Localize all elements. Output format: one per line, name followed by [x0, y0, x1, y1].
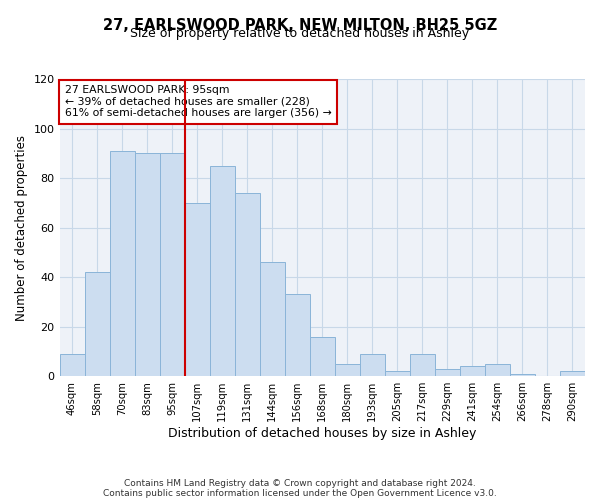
- Bar: [460, 366, 485, 376]
- Bar: [285, 294, 310, 376]
- Bar: [185, 203, 209, 376]
- Bar: [310, 336, 335, 376]
- Bar: [485, 364, 510, 376]
- Bar: [360, 354, 385, 376]
- Bar: [134, 154, 160, 376]
- Bar: [110, 151, 134, 376]
- Bar: [410, 354, 435, 376]
- Bar: [85, 272, 110, 376]
- Bar: [59, 354, 85, 376]
- Bar: [385, 372, 410, 376]
- Bar: [209, 166, 235, 376]
- Text: Contains HM Land Registry data © Crown copyright and database right 2024.: Contains HM Land Registry data © Crown c…: [124, 478, 476, 488]
- Text: 27 EARLSWOOD PARK: 95sqm
← 39% of detached houses are smaller (228)
61% of semi-: 27 EARLSWOOD PARK: 95sqm ← 39% of detach…: [65, 85, 332, 118]
- X-axis label: Distribution of detached houses by size in Ashley: Distribution of detached houses by size …: [168, 427, 476, 440]
- Text: 27, EARLSWOOD PARK, NEW MILTON, BH25 5GZ: 27, EARLSWOOD PARK, NEW MILTON, BH25 5GZ: [103, 18, 497, 32]
- Bar: [435, 369, 460, 376]
- Bar: [510, 374, 535, 376]
- Bar: [560, 372, 585, 376]
- Bar: [335, 364, 360, 376]
- Text: Size of property relative to detached houses in Ashley: Size of property relative to detached ho…: [130, 28, 470, 40]
- Y-axis label: Number of detached properties: Number of detached properties: [15, 134, 28, 320]
- Bar: [235, 193, 260, 376]
- Text: Contains public sector information licensed under the Open Government Licence v3: Contains public sector information licen…: [103, 488, 497, 498]
- Bar: [160, 154, 185, 376]
- Bar: [260, 262, 285, 376]
